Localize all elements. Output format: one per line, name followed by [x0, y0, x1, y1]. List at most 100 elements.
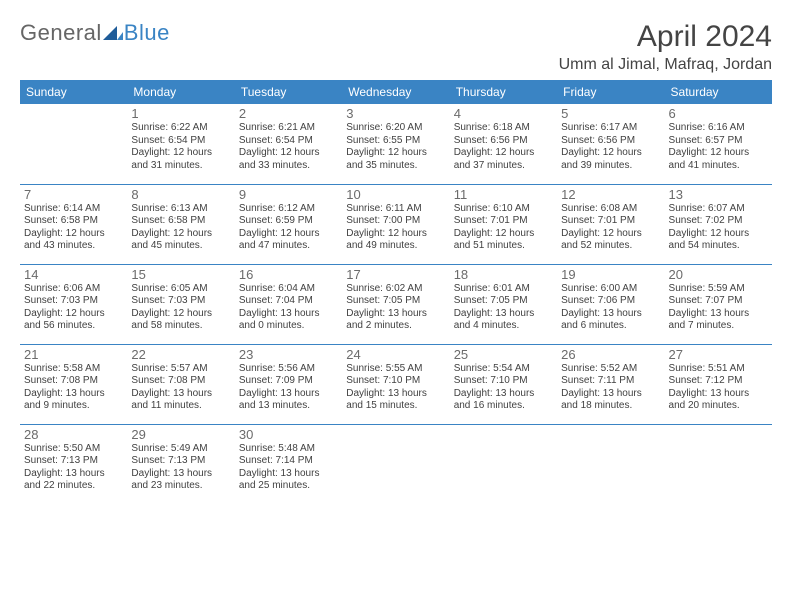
day-info-line: and 6 minutes.	[561, 320, 660, 333]
day-cell: 29Sunrise: 5:49 AMSunset: 7:13 PMDayligh…	[127, 424, 234, 504]
day-info-line: Daylight: 13 hours	[239, 388, 338, 401]
day-number: 22	[131, 347, 230, 362]
day-info-line: Daylight: 12 hours	[561, 228, 660, 241]
day-cell: 1Sunrise: 6:22 AMSunset: 6:54 PMDaylight…	[127, 104, 234, 184]
day-info-line: Daylight: 12 hours	[131, 308, 230, 321]
day-number: 11	[454, 187, 553, 202]
day-info-line: Sunrise: 6:11 AM	[346, 203, 445, 216]
day-info-line: and 7 minutes.	[669, 320, 768, 333]
day-number: 6	[669, 106, 768, 121]
day-cell	[557, 424, 664, 504]
calendar-head: SundayMondayTuesdayWednesdayThursdayFrid…	[20, 80, 772, 104]
day-number: 29	[131, 427, 230, 442]
logo: General Blue	[20, 20, 170, 46]
day-info-line: Sunrise: 6:02 AM	[346, 283, 445, 296]
day-number: 21	[24, 347, 123, 362]
day-header: Tuesday	[235, 80, 342, 104]
day-info-line: Sunset: 7:10 PM	[454, 375, 553, 388]
day-info-line: Sunrise: 6:12 AM	[239, 203, 338, 216]
day-header: Thursday	[450, 80, 557, 104]
day-number: 7	[24, 187, 123, 202]
day-info-line: Sunrise: 5:54 AM	[454, 363, 553, 376]
day-number: 17	[346, 267, 445, 282]
day-info-line: Sunrise: 6:05 AM	[131, 283, 230, 296]
day-info-line: and 56 minutes.	[24, 320, 123, 333]
day-info-line: Sunset: 7:06 PM	[561, 295, 660, 308]
day-info-line: Daylight: 12 hours	[24, 228, 123, 241]
day-info-line: and 2 minutes.	[346, 320, 445, 333]
day-cell: 24Sunrise: 5:55 AMSunset: 7:10 PMDayligh…	[342, 344, 449, 424]
day-info-line: Sunset: 7:10 PM	[346, 375, 445, 388]
day-info-line: and 11 minutes.	[131, 400, 230, 413]
day-number: 10	[346, 187, 445, 202]
day-info-line: Sunrise: 6:18 AM	[454, 122, 553, 135]
day-info-line: Sunrise: 5:55 AM	[346, 363, 445, 376]
day-cell: 13Sunrise: 6:07 AMSunset: 7:02 PMDayligh…	[665, 184, 772, 264]
day-info-line: Daylight: 12 hours	[131, 228, 230, 241]
title-block: April 2024 Umm al Jimal, Mafraq, Jordan	[559, 20, 772, 74]
day-info-line: Sunset: 7:13 PM	[131, 455, 230, 468]
week-row: 1Sunrise: 6:22 AMSunset: 6:54 PMDaylight…	[20, 104, 772, 184]
day-info-line: Sunrise: 6:22 AM	[131, 122, 230, 135]
day-info-line: and 45 minutes.	[131, 240, 230, 253]
day-number: 16	[239, 267, 338, 282]
day-info-line: Sunrise: 5:51 AM	[669, 363, 768, 376]
day-info-line: and 47 minutes.	[239, 240, 338, 253]
day-info-line: and 31 minutes.	[131, 160, 230, 173]
day-info-line: Sunrise: 5:57 AM	[131, 363, 230, 376]
day-info-line: Sunset: 7:03 PM	[131, 295, 230, 308]
day-info-line: and 51 minutes.	[454, 240, 553, 253]
day-cell: 27Sunrise: 5:51 AMSunset: 7:12 PMDayligh…	[665, 344, 772, 424]
day-info-line: Sunrise: 6:16 AM	[669, 122, 768, 135]
day-cell: 10Sunrise: 6:11 AMSunset: 7:00 PMDayligh…	[342, 184, 449, 264]
day-info-line: and 9 minutes.	[24, 400, 123, 413]
day-info-line: Daylight: 13 hours	[239, 308, 338, 321]
day-info-line: Sunrise: 5:59 AM	[669, 283, 768, 296]
day-number: 24	[346, 347, 445, 362]
day-info-line: Sunrise: 6:13 AM	[131, 203, 230, 216]
day-cell: 8Sunrise: 6:13 AMSunset: 6:58 PMDaylight…	[127, 184, 234, 264]
day-number: 8	[131, 187, 230, 202]
day-number: 14	[24, 267, 123, 282]
day-info-line: and 13 minutes.	[239, 400, 338, 413]
day-cell: 4Sunrise: 6:18 AMSunset: 6:56 PMDaylight…	[450, 104, 557, 184]
day-info-line: Sunset: 6:58 PM	[24, 215, 123, 228]
day-cell: 11Sunrise: 6:10 AMSunset: 7:01 PMDayligh…	[450, 184, 557, 264]
day-info-line: Daylight: 12 hours	[561, 147, 660, 160]
day-info-line: and 39 minutes.	[561, 160, 660, 173]
day-cell: 25Sunrise: 5:54 AMSunset: 7:10 PMDayligh…	[450, 344, 557, 424]
day-info-line: Sunset: 7:09 PM	[239, 375, 338, 388]
day-info-line: and 15 minutes.	[346, 400, 445, 413]
day-info-line: Sunrise: 5:49 AM	[131, 443, 230, 456]
day-info-line: Daylight: 13 hours	[561, 388, 660, 401]
day-cell: 28Sunrise: 5:50 AMSunset: 7:13 PMDayligh…	[20, 424, 127, 504]
day-cell: 26Sunrise: 5:52 AMSunset: 7:11 PMDayligh…	[557, 344, 664, 424]
day-header: Wednesday	[342, 80, 449, 104]
page-header: General Blue April 2024 Umm al Jimal, Ma…	[20, 20, 772, 74]
day-number: 15	[131, 267, 230, 282]
day-info-line: and 49 minutes.	[346, 240, 445, 253]
day-info-line: Sunrise: 6:17 AM	[561, 122, 660, 135]
day-cell: 6Sunrise: 6:16 AMSunset: 6:57 PMDaylight…	[665, 104, 772, 184]
day-number: 2	[239, 106, 338, 121]
day-header: Friday	[557, 80, 664, 104]
day-number: 4	[454, 106, 553, 121]
day-info-line: Sunrise: 6:07 AM	[669, 203, 768, 216]
day-cell: 30Sunrise: 5:48 AMSunset: 7:14 PMDayligh…	[235, 424, 342, 504]
day-cell: 12Sunrise: 6:08 AMSunset: 7:01 PMDayligh…	[557, 184, 664, 264]
day-info-line: and 35 minutes.	[346, 160, 445, 173]
day-info-line: Daylight: 12 hours	[454, 228, 553, 241]
day-info-line: Daylight: 13 hours	[669, 388, 768, 401]
day-info-line: Sunrise: 6:08 AM	[561, 203, 660, 216]
day-info-line: Sunrise: 6:14 AM	[24, 203, 123, 216]
day-cell: 21Sunrise: 5:58 AMSunset: 7:08 PMDayligh…	[20, 344, 127, 424]
day-cell: 9Sunrise: 6:12 AMSunset: 6:59 PMDaylight…	[235, 184, 342, 264]
day-info-line: and 22 minutes.	[24, 480, 123, 493]
day-number: 1	[131, 106, 230, 121]
day-cell	[342, 424, 449, 504]
day-info-line: Sunrise: 5:58 AM	[24, 363, 123, 376]
day-info-line: Sunset: 7:07 PM	[669, 295, 768, 308]
day-info-line: and 20 minutes.	[669, 400, 768, 413]
day-info-line: Sunrise: 5:50 AM	[24, 443, 123, 456]
day-info-line: Sunset: 7:11 PM	[561, 375, 660, 388]
